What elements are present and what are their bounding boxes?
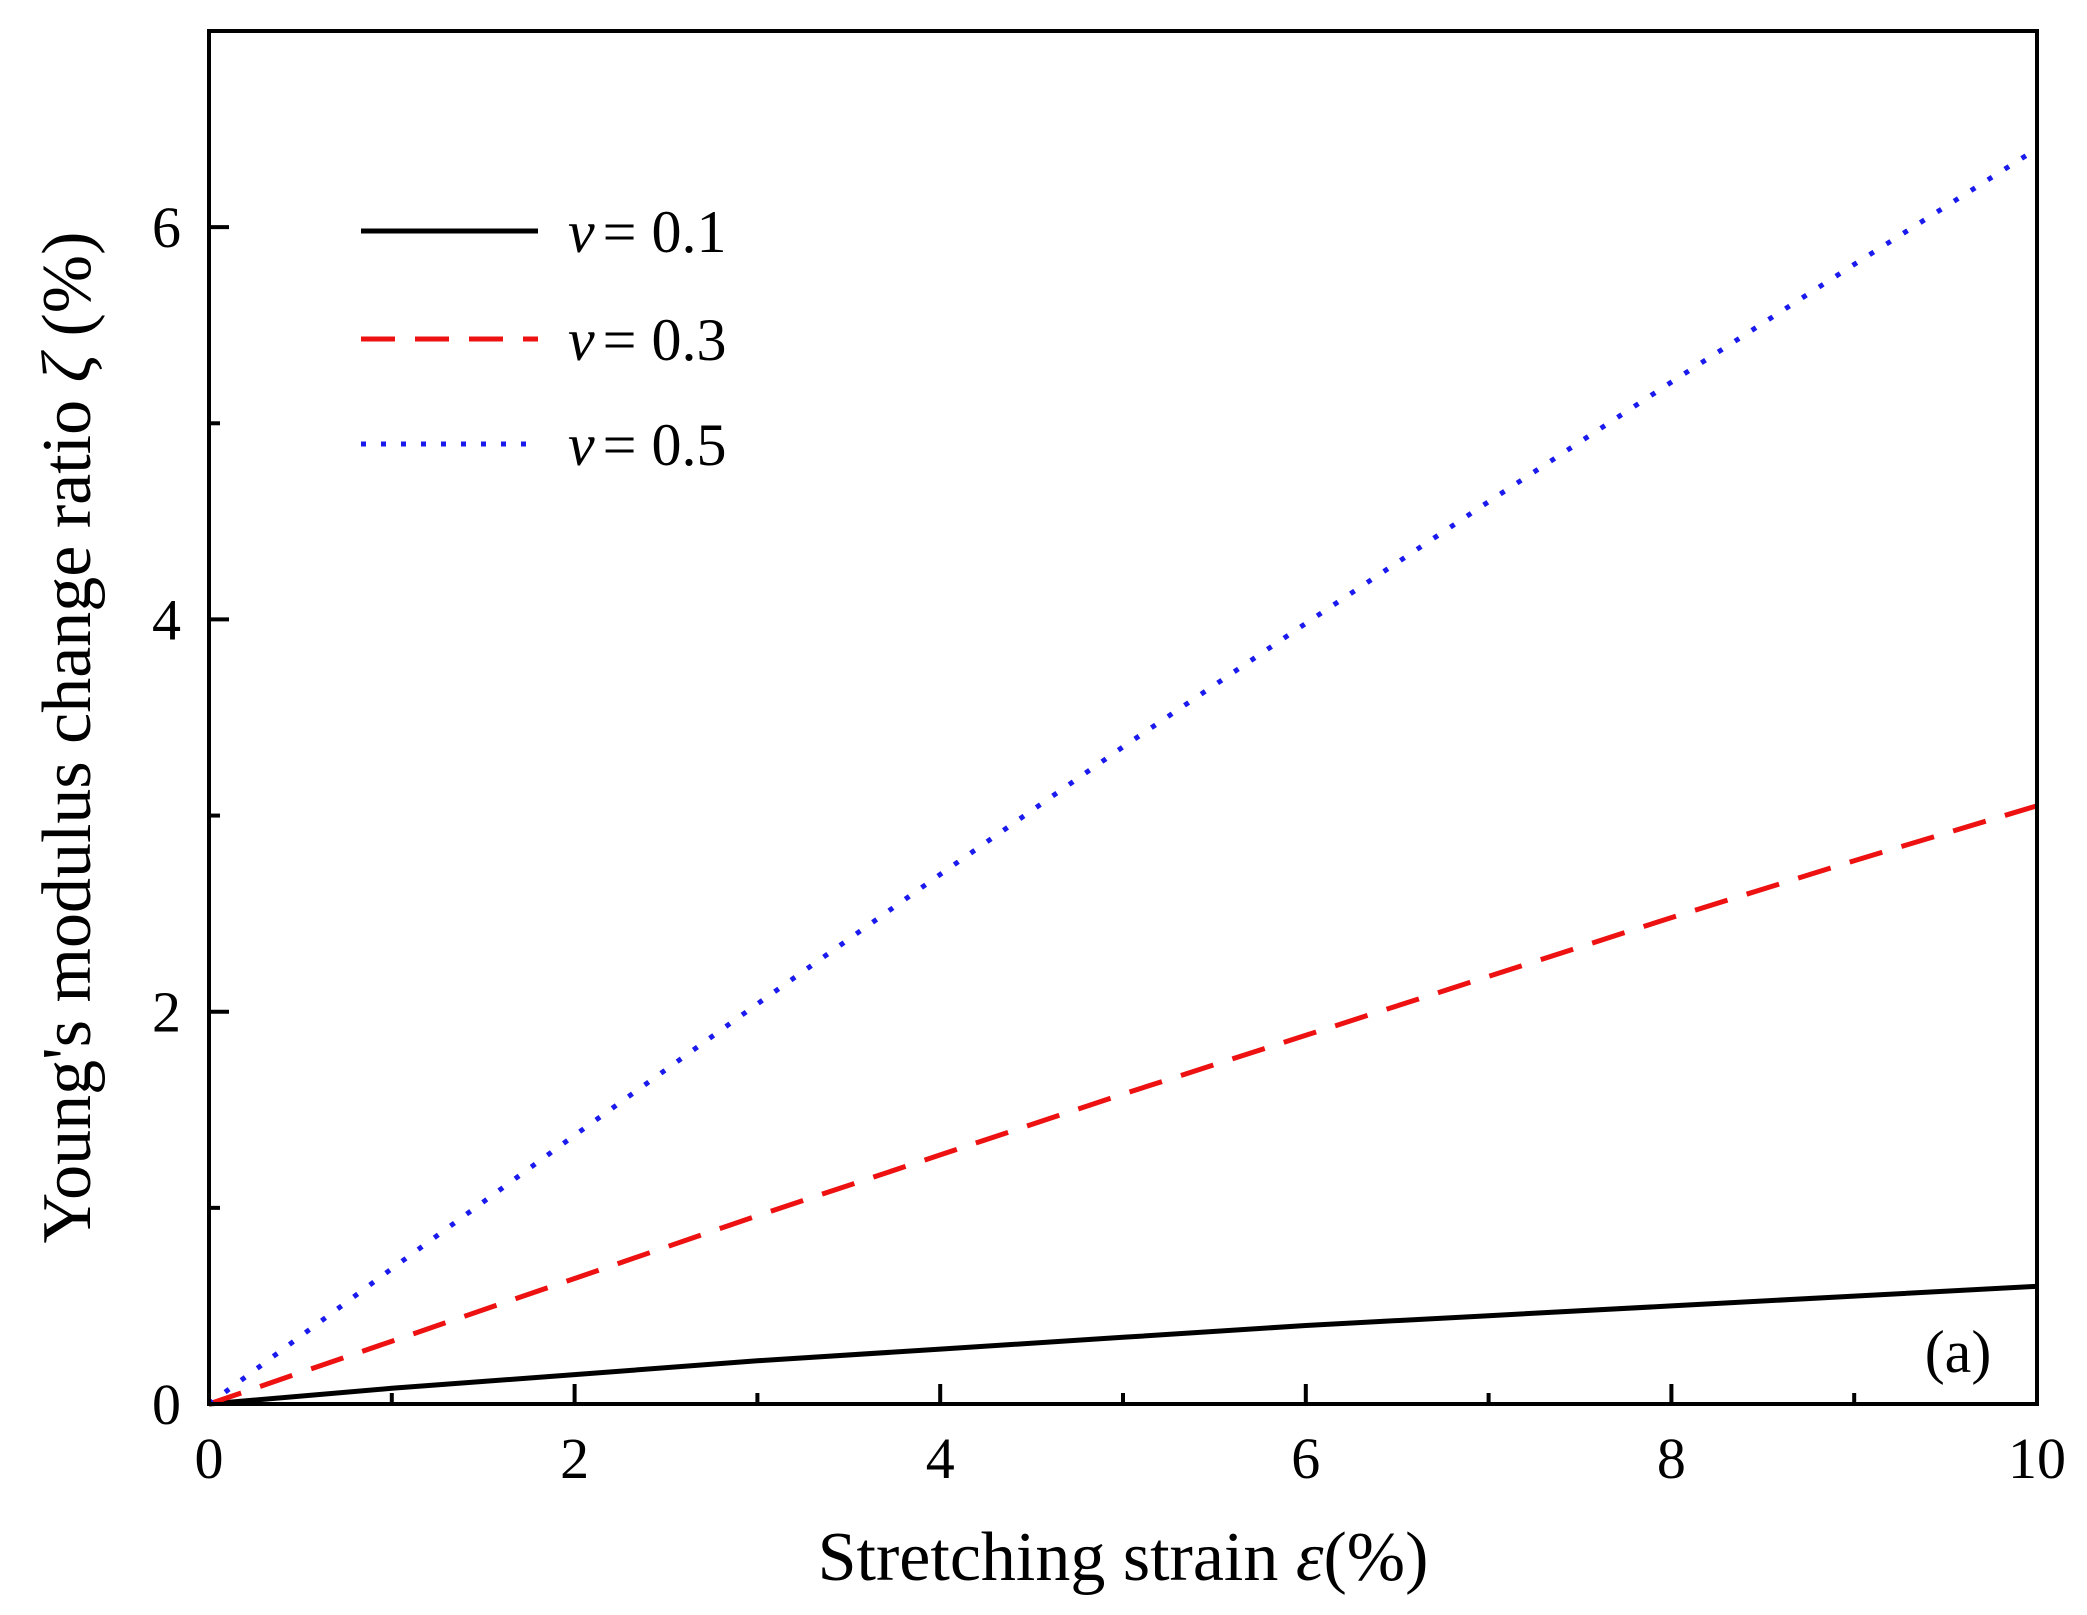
- legend-symbol: ν: [568, 307, 595, 373]
- x-axis-title-prefix: Stretching strain: [818, 1519, 1296, 1596]
- x-tick-label: 2: [560, 1426, 589, 1491]
- legend: ν = 0.1ν = 0.3ν = 0.5: [361, 199, 726, 478]
- legend-label-1: ν = 0.3: [568, 307, 726, 373]
- panel-label: (a): [1925, 1319, 1992, 1385]
- legend-symbol: ν: [568, 199, 595, 265]
- x-tick-label: 8: [1657, 1426, 1686, 1491]
- legend-symbol: ν: [568, 412, 595, 478]
- y-axis-title-prefix: Young's modulus change ratio: [29, 382, 106, 1243]
- series-line-0: [208, 1283, 2038, 1407]
- y-axis-title-symbol: ζ: [29, 349, 106, 382]
- x-axis-title-suffix: (%): [1323, 1519, 1428, 1596]
- y-tick-label: 4: [152, 587, 181, 652]
- legend-label-2: ν = 0.5: [568, 412, 726, 478]
- y-tick-label: 0: [152, 1372, 181, 1437]
- plot-frame: [207, 29, 2039, 1406]
- axis-ticks: 0 2 4 6 8 10 0 2 4 6: [152, 195, 2066, 1491]
- legend-value: = 0.1: [603, 199, 727, 265]
- y-axis-title-suffix: (%): [29, 232, 106, 354]
- y-axis-title: Young's modulus change ratio ζ (%): [29, 232, 106, 1244]
- x-axis-title: Stretching strain ε(%): [818, 1519, 1429, 1596]
- legend-value: = 0.5: [603, 412, 727, 478]
- x-tick-label: 0: [195, 1426, 224, 1491]
- legend-value: = 0.3: [603, 307, 727, 373]
- y-tick-label: 2: [152, 980, 181, 1045]
- series-line-1: [208, 803, 2038, 1407]
- x-axis-title-symbol: ε: [1296, 1519, 1324, 1596]
- series-layer: [207, 146, 2039, 1407]
- x-tick-label: 4: [926, 1426, 955, 1491]
- x-tick-label: 6: [1291, 1426, 1320, 1491]
- x-tick-label: 10: [2008, 1426, 2066, 1491]
- legend-label-0: ν = 0.1: [568, 199, 726, 265]
- y-tick-label: 6: [152, 195, 181, 260]
